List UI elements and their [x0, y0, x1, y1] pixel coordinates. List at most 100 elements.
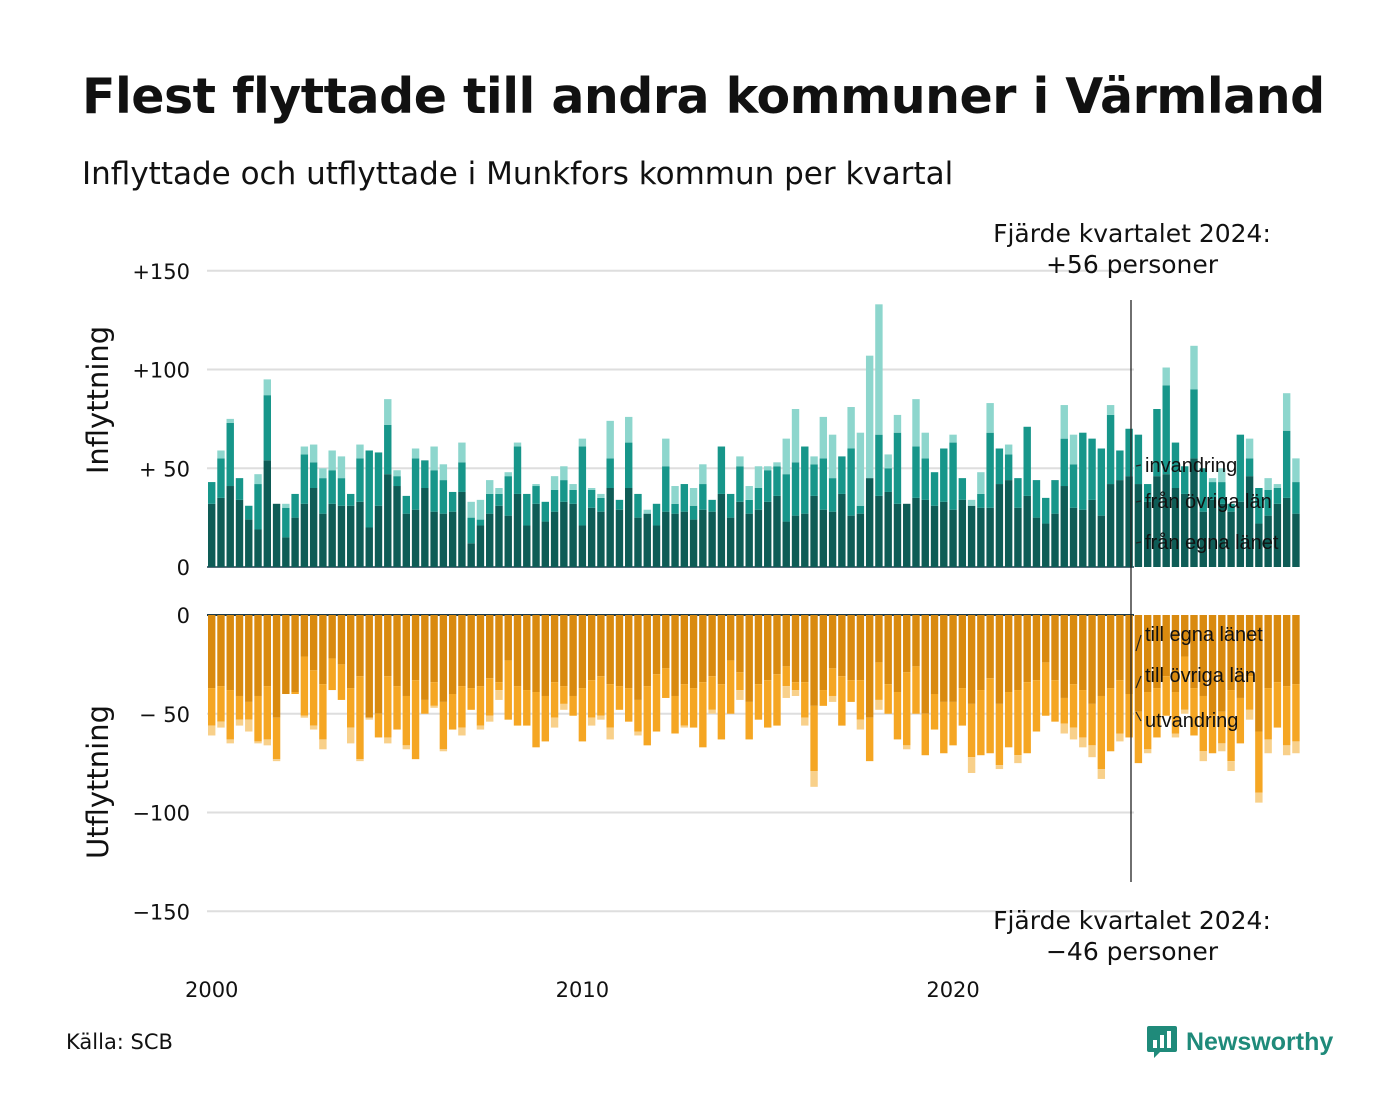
bar-segment-out — [875, 699, 883, 710]
bar-segment-out — [541, 615, 550, 696]
bar-segment-in — [986, 507, 994, 567]
bar-segment-in — [791, 515, 800, 567]
bar-segment-in — [208, 503, 216, 567]
legend-label-out: till övriga län — [1145, 665, 1256, 687]
bar-segment-in — [662, 438, 670, 467]
y-tick-label: 0 — [177, 604, 190, 628]
bar-segment-in — [1125, 428, 1133, 477]
annotation-bottom-line1: Fjärde kvartalet 2024: — [993, 906, 1271, 935]
bar-segment-out — [1236, 615, 1245, 698]
bar-segment-in — [1069, 434, 1078, 465]
bar-segment-out — [1143, 749, 1152, 754]
bar-segment-in — [328, 450, 336, 471]
bar-segment-in — [940, 501, 948, 567]
bar-segment-out — [486, 678, 494, 716]
bar-segment-out — [319, 615, 327, 685]
bar-segment-in — [486, 480, 494, 494]
grid-lines — [207, 269, 1134, 913]
bar-segment-out — [838, 676, 846, 726]
bar-segment-out — [550, 682, 559, 718]
bar-segment-out — [1134, 615, 1143, 712]
bar-segment-in — [587, 489, 596, 508]
bar-segment-in — [374, 452, 383, 506]
bar-segment-in — [1004, 454, 1013, 481]
bar-segment-out — [309, 725, 318, 730]
bar-segment-out — [1255, 615, 1263, 732]
bar-segment-out — [680, 725, 689, 728]
bar-segment-in — [597, 497, 605, 512]
bar-segment-out — [1060, 697, 1068, 724]
bar-segment-in — [1125, 476, 1133, 567]
bar-segment-out — [699, 615, 707, 683]
bar-segment-out — [782, 615, 790, 667]
bar-segment-out — [745, 701, 753, 740]
bar-segment-out — [912, 615, 920, 667]
bar-segment-out — [328, 615, 336, 659]
bar-segment-in — [1051, 513, 1059, 567]
bar-segment-in — [745, 499, 753, 514]
bar-segment-out — [1282, 745, 1291, 756]
bar-segment-out — [634, 615, 642, 700]
bar-segment-out — [801, 717, 809, 726]
bar-segment-in — [217, 458, 225, 498]
bar-segment-in — [328, 503, 336, 567]
bar-segment-in — [263, 379, 271, 396]
bar-segment-out — [356, 759, 364, 762]
bar-segment-out — [754, 684, 763, 720]
bar-segment-out — [1060, 723, 1068, 734]
y-tick-label: 0 — [177, 556, 190, 580]
bar-segment-in — [625, 442, 633, 488]
bar-segment-out — [810, 705, 818, 772]
bar-segment-out — [476, 686, 485, 726]
legend-leader — [1135, 464, 1142, 467]
bar-segment-in — [402, 495, 411, 514]
bar-segment-out — [495, 615, 503, 683]
legend-label-in: från övriga län — [1145, 491, 1272, 513]
bar-segment-out — [940, 701, 948, 754]
bar-segment-out — [1004, 692, 1013, 748]
bar-segment-out — [272, 717, 281, 760]
bar-segment-in — [903, 503, 911, 567]
bar-segment-out — [282, 615, 290, 694]
bar-segment-in — [217, 497, 225, 568]
bar-segment-in — [337, 505, 346, 567]
bar-segment-out — [967, 703, 976, 758]
bar-segment-out — [791, 615, 800, 683]
bar-segment-in — [569, 503, 577, 567]
bar-segment-in — [1171, 442, 1180, 488]
bar-segment-out — [838, 615, 846, 677]
legend-leader — [1135, 500, 1142, 503]
bar-segment-out — [680, 615, 689, 685]
bar-segment-in — [226, 418, 234, 423]
bar-segment-in — [309, 444, 318, 463]
bar-segment-out — [1143, 692, 1152, 750]
bar-segment-in — [1051, 480, 1059, 514]
bar-segment-in — [550, 489, 559, 512]
bar-segment-in — [634, 517, 642, 568]
annotations: Fjärde kvartalet 2024:+56 personerFjärde… — [993, 219, 1271, 966]
bar-segment-in — [745, 486, 753, 500]
bar-segment-in — [1264, 515, 1272, 567]
bar-segment-in — [606, 458, 614, 489]
bar-segment-in — [1153, 476, 1161, 567]
bar-segment-out — [865, 615, 874, 718]
bar-segment-out — [995, 765, 1004, 770]
bar-segment-out — [541, 695, 550, 742]
bar-segment-in — [597, 511, 605, 567]
legend-label-in: från egna länet — [1145, 532, 1279, 554]
bar-segment-in — [523, 525, 531, 567]
bar-segment-in — [458, 462, 466, 492]
bar-segment-in — [1162, 367, 1170, 386]
source-note: Källa: SCB — [66, 1030, 173, 1054]
bar-segment-in — [1218, 468, 1226, 483]
bar-segment-out — [1181, 656, 1189, 710]
bar-segment-in — [569, 489, 577, 504]
bar-segment-in — [1097, 448, 1106, 516]
bar-segment-in — [736, 456, 744, 467]
bar-segment-in — [495, 488, 503, 494]
bar-segment-out — [263, 686, 271, 740]
bar-segment-out — [875, 662, 883, 700]
bar-segment-out — [949, 615, 957, 702]
bar-segment-in — [708, 511, 716, 567]
bar-segment-in — [689, 505, 698, 520]
